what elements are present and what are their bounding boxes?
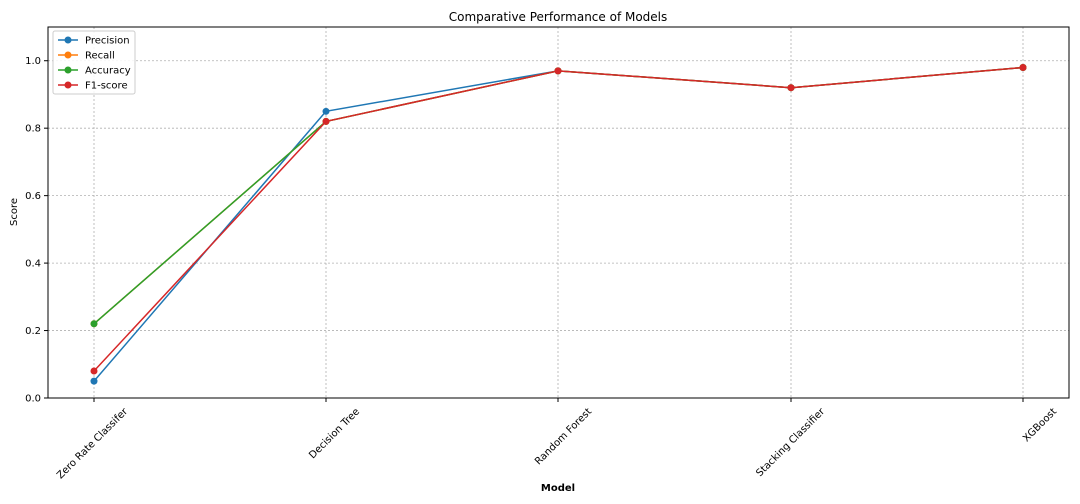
series-group [90,63,1027,385]
legend-label: F1-score [85,81,128,92]
legend-marker [64,36,72,44]
x-tick-label: Random Forest [533,406,594,467]
y-tick-label: 0.0 [25,394,41,405]
legend-label: Accuracy [85,66,131,77]
point-accuracy [90,320,98,328]
y-tick-label: 0.6 [25,191,41,202]
plot-frame [47,26,1070,399]
point-f1-score [322,117,330,125]
x-tick-label: Decision Tree [307,406,362,461]
legend-label: Precision [85,36,130,47]
x-tick-label: Stacking Classifier [754,406,827,479]
point-f1-score [787,84,795,92]
x-axis-title: Model [541,483,575,494]
point-precision [90,377,98,385]
y-axis: 0.0 0.2 0.4 0.6 0.8 1.0 [25,56,48,405]
y-tick-label: 0.8 [25,124,41,135]
legend-marker [64,66,72,74]
legend-box [52,30,136,95]
x-tick-label: Zero Rate Classifer [55,406,131,482]
y-tick-label: 0.2 [25,326,41,337]
legend: Precision Recall Accuracy F1-score [52,30,136,95]
point-f1-score [90,367,98,375]
grid [48,27,1069,399]
point-precision [322,107,330,115]
legend-label: Recall [85,51,115,62]
y-tick-label: 1.0 [25,56,41,67]
point-f1-score [1019,63,1027,71]
x-tick-label: XGBoost [1021,406,1059,444]
legend-marker [64,51,72,59]
chart-title: Comparative Performance of Models [449,10,668,24]
point-f1-score [554,67,562,75]
x-axis: Zero Rate Classifer Decision Tree Random F… [55,398,1059,481]
series-line-precision [93,66,1024,382]
legend-marker [64,81,72,89]
y-tick-label: 0.4 [25,259,41,270]
y-axis-title: Score [9,198,20,226]
